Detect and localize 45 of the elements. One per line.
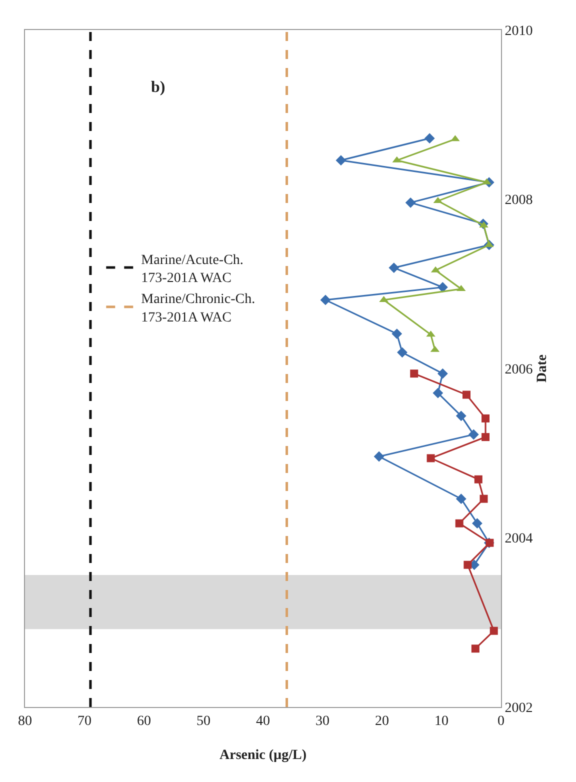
y-tick-label: 2006 bbox=[504, 362, 533, 378]
x-tick-label: 0 bbox=[498, 714, 504, 729]
point bbox=[472, 518, 482, 529]
point bbox=[374, 451, 384, 462]
x-tick-label: 40 bbox=[256, 714, 270, 729]
point bbox=[490, 626, 498, 635]
x-tick-label: 30 bbox=[316, 714, 330, 729]
point bbox=[320, 294, 331, 306]
y-tick-label: 2002 bbox=[504, 700, 533, 716]
point bbox=[482, 414, 490, 422]
point bbox=[437, 282, 448, 292]
x-tick-label: 60 bbox=[137, 714, 151, 729]
point bbox=[424, 133, 435, 144]
point bbox=[437, 368, 448, 379]
x-tick-label: 70 bbox=[78, 714, 92, 729]
y-tick-label: 2008 bbox=[504, 193, 533, 208]
point bbox=[426, 454, 435, 462]
point bbox=[455, 519, 464, 528]
point bbox=[482, 433, 490, 442]
y-tick-label: 2004 bbox=[504, 532, 533, 547]
point bbox=[397, 347, 408, 358]
point bbox=[432, 388, 444, 398]
point bbox=[480, 494, 488, 503]
point bbox=[388, 262, 400, 273]
x-tick-label: 80 bbox=[18, 714, 32, 729]
point bbox=[468, 429, 479, 440]
x-tick-label: 50 bbox=[196, 714, 210, 729]
point bbox=[405, 197, 416, 208]
point bbox=[456, 410, 466, 422]
x-tick-label: 20 bbox=[375, 714, 389, 729]
point bbox=[410, 370, 418, 378]
point bbox=[471, 644, 480, 653]
x-tick-label: 10 bbox=[434, 714, 448, 729]
x-axis-title: Arsenic (µg/L) bbox=[220, 748, 307, 763]
y-axis-title: Date bbox=[535, 354, 550, 382]
ref-line-label: Marine/Chronic-Ch. 173-201A WAC bbox=[141, 292, 256, 326]
point bbox=[392, 328, 402, 339]
point bbox=[474, 475, 482, 484]
ref-line-label: Marine/Acute-Ch. 173-201A WAC bbox=[141, 252, 244, 286]
point bbox=[462, 390, 470, 399]
point bbox=[336, 155, 346, 166]
annotation: b) bbox=[151, 79, 166, 96]
point bbox=[456, 494, 466, 504]
point bbox=[464, 560, 472, 569]
y-tick-label: 2010 bbox=[504, 24, 533, 39]
